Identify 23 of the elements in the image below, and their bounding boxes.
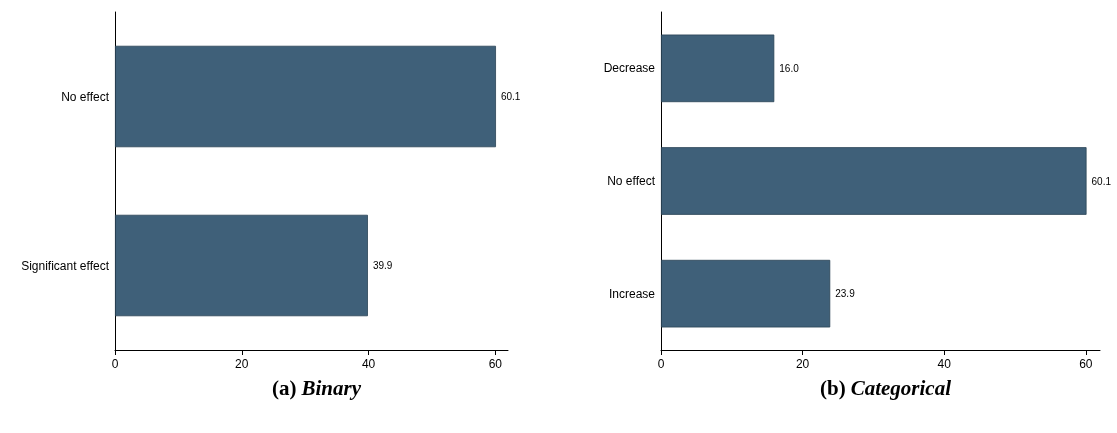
bar — [661, 259, 831, 328]
y-tick-label: Decrease — [603, 61, 656, 76]
data-label: 16.0 — [779, 62, 800, 74]
y-tick-label: Increase — [608, 286, 656, 301]
y-tick-label: Significant effect — [21, 258, 110, 273]
x-tick-label: 40 — [361, 357, 376, 371]
data-label: 60.1 — [500, 91, 521, 102]
x-tick-label: 0 — [657, 357, 665, 371]
text: (a) Binary — [271, 375, 362, 400]
x-tick-label: 20 — [235, 357, 249, 371]
y-tick-label: No effect — [607, 174, 656, 188]
text: (b) Categorical — [820, 375, 952, 400]
x-tick-label: 0 — [111, 357, 119, 371]
y-tick-label: No effect — [61, 89, 110, 104]
data-label: 60.1 — [1091, 175, 1112, 187]
x-tick-label: 40 — [937, 357, 952, 371]
x-tick-label: 60 — [488, 357, 503, 371]
data-label: 39.9 — [372, 260, 393, 271]
x-tick-label: 20 — [795, 357, 810, 371]
data-label: 23.9 — [835, 288, 856, 300]
bar — [661, 34, 775, 103]
x-tick-label: 60 — [1079, 357, 1093, 371]
bar — [661, 147, 1087, 215]
